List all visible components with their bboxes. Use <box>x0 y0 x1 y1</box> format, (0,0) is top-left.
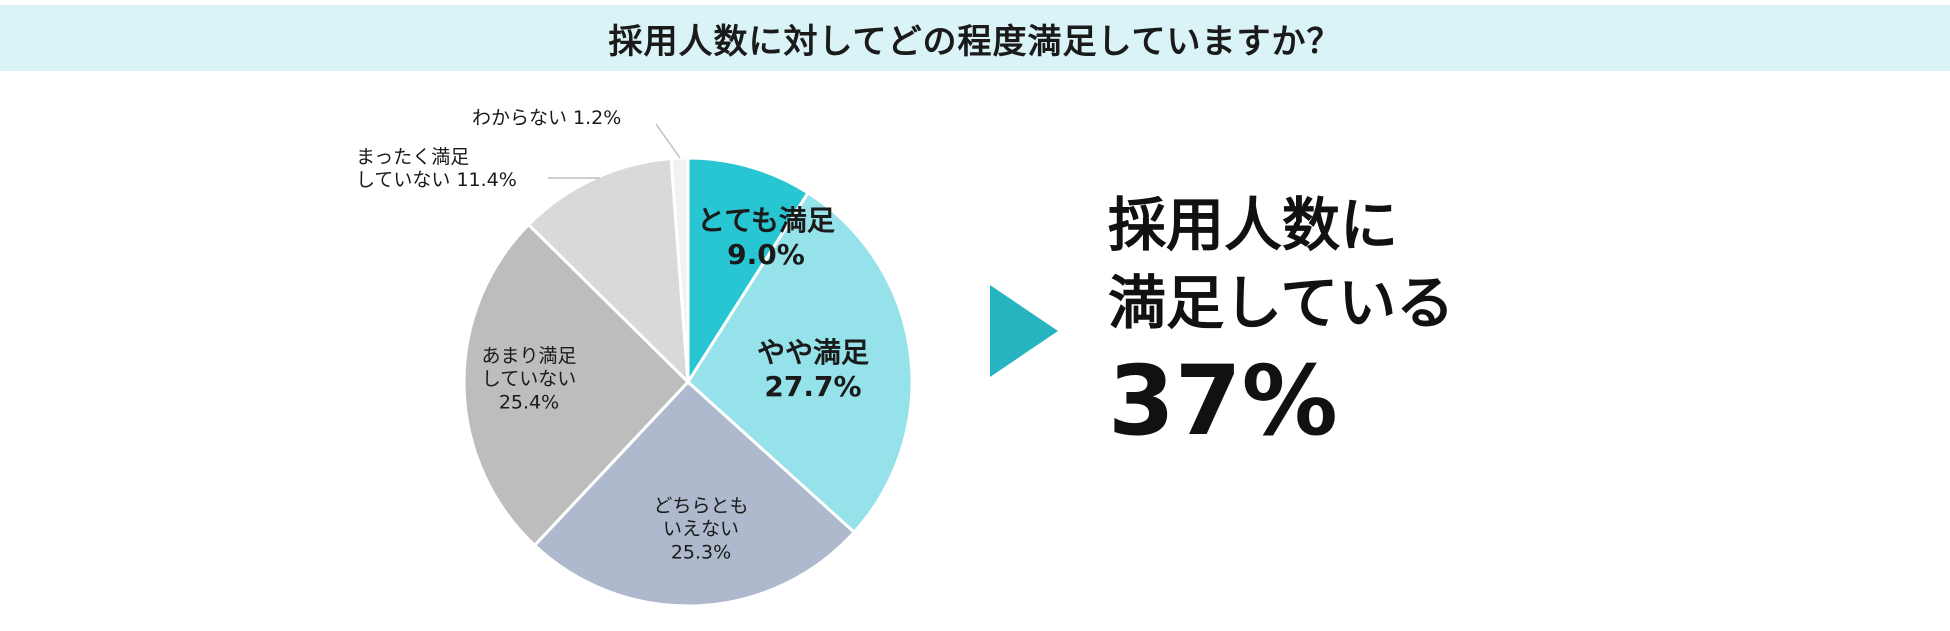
label-very-satisfied: とても満足 9.0% <box>697 204 835 271</box>
pie-slice <box>526 157 690 386</box>
label-not-satisfied-at-all: まったく満足していない 11.4% <box>356 146 517 191</box>
summary-line-2: 満足している <box>1108 269 1455 337</box>
label-dont-know: わからない 1.2% <box>472 107 621 129</box>
arrow-right-icon <box>990 285 1058 377</box>
pie-slice <box>462 222 691 548</box>
label-not-very-satisfied: あまり満足していない 25.4% <box>481 345 576 413</box>
summary-callout: 採用人数に 満足している 37% <box>1108 186 1454 456</box>
label-somewhat-satisfied: やや満足 27.7% <box>757 336 869 403</box>
summary-line-1: 採用人数に <box>1108 191 1399 259</box>
pie-slice <box>532 379 857 608</box>
summary-percent: 37% <box>1108 345 1338 457</box>
pie-slice <box>686 190 914 535</box>
pie-slice <box>686 156 811 388</box>
chart-title: 採用人数に対してどの程度満足していますか？ <box>608 21 1342 62</box>
label-neutral: どちらともいえない 25.3% <box>653 495 748 563</box>
title-band: 採用人数に対してどの程度満足していますか？ <box>0 5 1950 71</box>
leader-line <box>655 123 681 159</box>
